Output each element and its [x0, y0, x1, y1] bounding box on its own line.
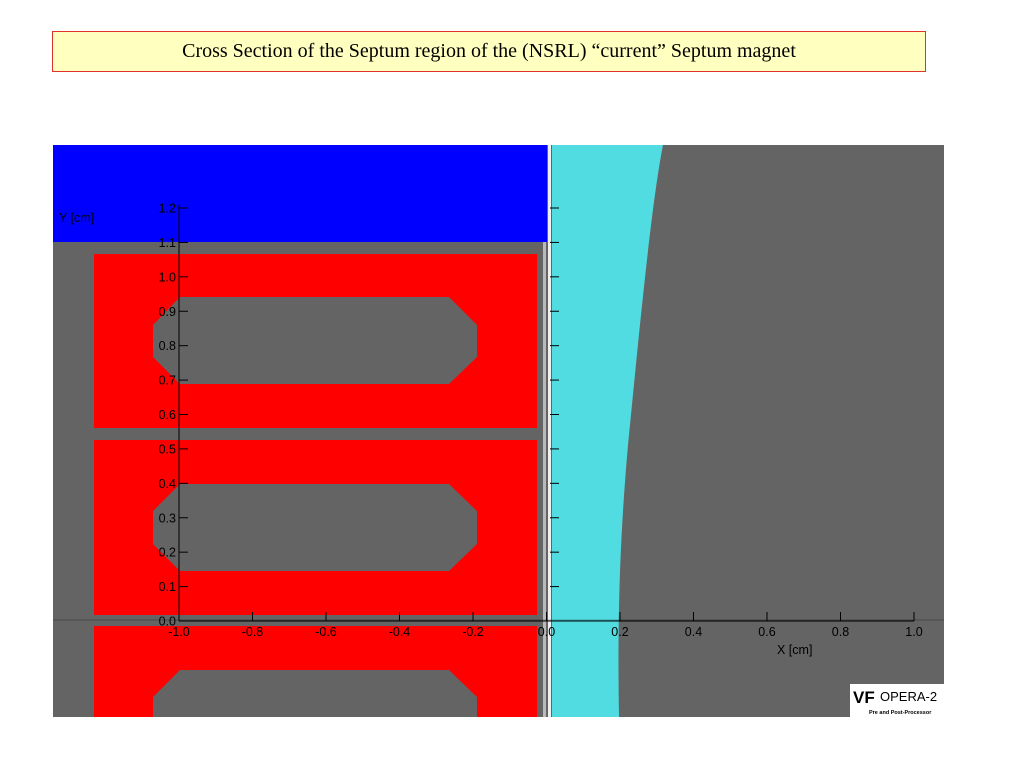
conductor-bottom-hole [153, 670, 477, 717]
logo-subtitle: Pre and Post-Processor [869, 710, 932, 716]
y-tick-label: 1.2 [159, 202, 176, 216]
x-tick-label: 0.0 [538, 625, 555, 639]
conductor-middle-hole [153, 484, 477, 571]
y-axis: 0.0 0.1 0.2 0.3 0.4 0.5 0.6 0.7 0.8 0.9 1.0 1.1 1.2 [159, 202, 188, 629]
septum-line [548, 145, 551, 717]
y-tick-label: 1.1 [159, 236, 176, 250]
x-axis: -1.0 -0.8 -0.6 -0.4 -0.2 0.0 0.2 0.4 0.6 0.8 1.0 [168, 612, 923, 639]
y-axis-label: Y [cm] [59, 211, 94, 225]
y-tick-label: 0.8 [159, 339, 176, 353]
x-tick-label: -0.4 [389, 625, 411, 639]
x-tick-label: 0.2 [611, 625, 628, 639]
steel-block [53, 145, 547, 242]
x-tick-label: 0.8 [832, 625, 849, 639]
x-tick-label: 1.0 [905, 625, 922, 639]
y-tick-label: 0.5 [159, 442, 176, 456]
y-tick-label: 0.3 [159, 511, 176, 525]
septum-inner-line [543, 242, 546, 717]
y-tick-label: 0.9 [159, 305, 176, 319]
septum-tick-marks [550, 207, 559, 622]
y-tick-label: 0.6 [159, 408, 176, 422]
x-tick-label: -0.2 [462, 625, 484, 639]
y-tick-label: 0.0 [159, 615, 176, 629]
gap-region [552, 145, 663, 717]
cross-section-plot: 0.00.10.20.30.40.50.60.70.80.91.01.11.2 … [53, 145, 944, 717]
conductor-top-hole [153, 297, 477, 384]
y-tick-label: 0.1 [159, 580, 176, 594]
x-tick-label: -0.8 [242, 625, 264, 639]
y-tick-label: 0.4 [159, 477, 176, 491]
x-tick-label: 0.6 [758, 625, 775, 639]
logo-brand: OPERA-2 [880, 689, 937, 704]
y-tick-label: 0.7 [159, 374, 176, 388]
x-tick-label: -1.0 [168, 625, 190, 639]
opera-logo: VF OPERA-2 Pre and Post-Processor [850, 684, 944, 717]
logo-box [850, 684, 944, 717]
y-tick-label: 0.2 [159, 546, 176, 560]
x-tick-label: 0.4 [685, 625, 702, 639]
y-tick-label: 1.0 [159, 270, 176, 284]
x-tick-label: -0.6 [315, 625, 337, 639]
slide-title: Cross Section of the Septum region of th… [52, 31, 926, 72]
x-axis-label: X [cm] [777, 643, 812, 657]
logo-mark: VF [853, 688, 875, 707]
